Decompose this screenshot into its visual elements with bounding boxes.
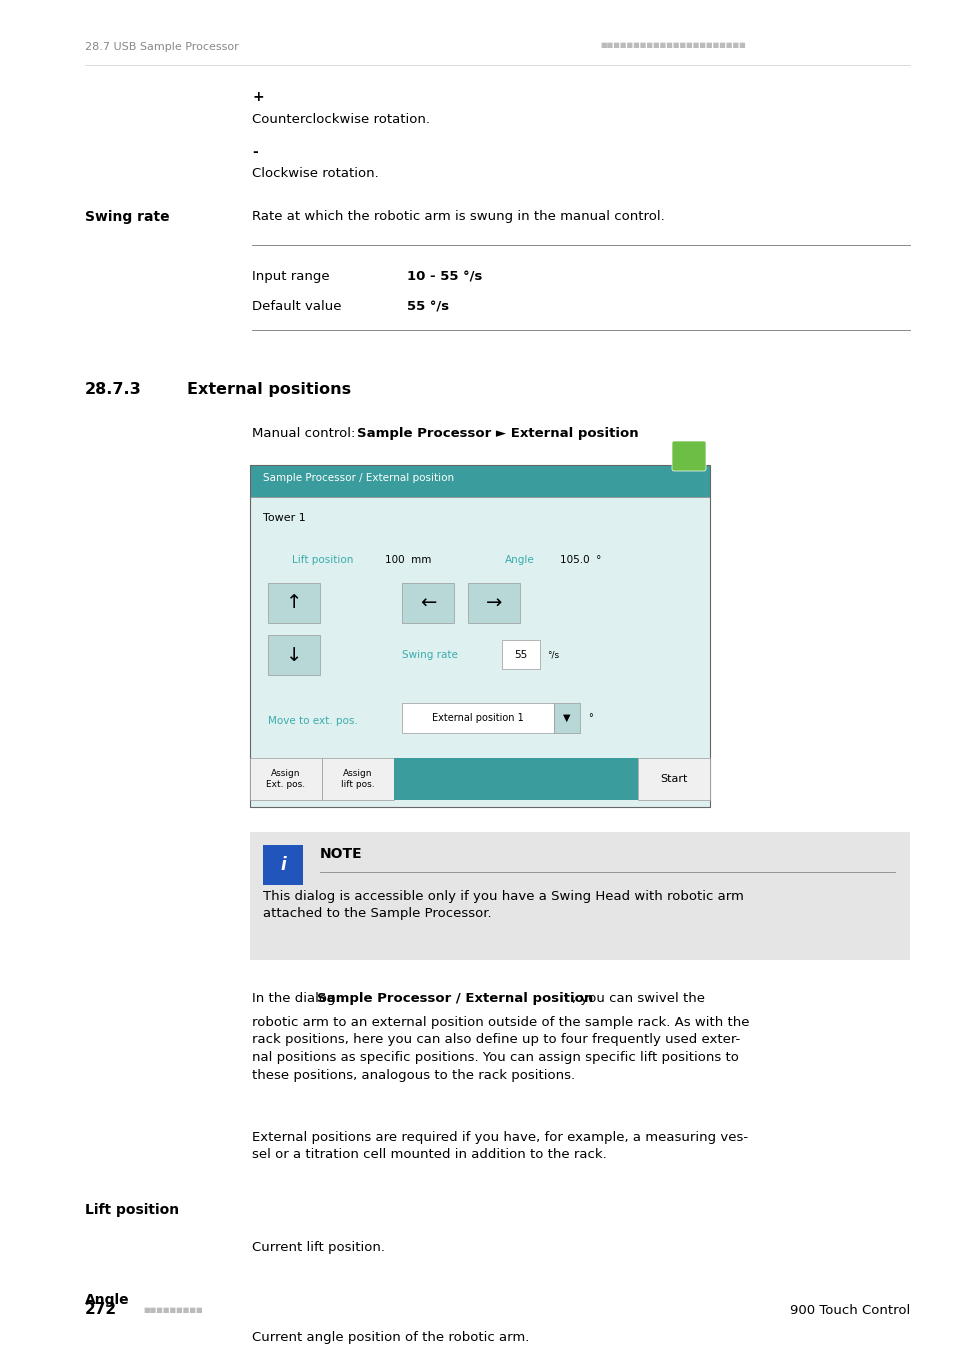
Text: ↑: ↑ (286, 594, 302, 613)
FancyBboxPatch shape (554, 703, 579, 733)
Text: Swing rate: Swing rate (85, 211, 170, 224)
Text: Move to ext. pos.: Move to ext. pos. (268, 716, 357, 726)
FancyBboxPatch shape (638, 757, 709, 801)
FancyBboxPatch shape (671, 441, 705, 471)
Text: -: - (252, 144, 257, 159)
Text: i: i (280, 856, 286, 873)
FancyBboxPatch shape (401, 703, 554, 733)
FancyBboxPatch shape (401, 583, 454, 622)
Text: Manual control:: Manual control: (252, 427, 359, 440)
Text: 55 °/s: 55 °/s (407, 300, 449, 313)
Text: Assign
Ext. pos.: Assign Ext. pos. (266, 769, 305, 788)
Text: ■■■■■■■■■■■■■■■■■■■■■■: ■■■■■■■■■■■■■■■■■■■■■■ (599, 42, 745, 49)
Text: Current lift position.: Current lift position. (252, 1241, 385, 1254)
Text: °/s: °/s (546, 651, 558, 660)
Text: +: + (252, 90, 263, 104)
Text: Start: Start (659, 774, 687, 784)
Text: Swing rate: Swing rate (401, 649, 457, 660)
FancyBboxPatch shape (268, 634, 319, 675)
Text: Rate at which the robotic arm is swung in the manual control.: Rate at which the robotic arm is swung i… (252, 211, 664, 223)
Text: Angle: Angle (85, 1293, 130, 1307)
Text: 105.0  °: 105.0 ° (559, 555, 600, 566)
Text: 55: 55 (514, 649, 527, 660)
Text: °: ° (587, 713, 592, 724)
Text: robotic arm to an external position outside of the sample rack. As with the
rack: robotic arm to an external position outs… (252, 1017, 749, 1081)
Text: This dialog is accessible only if you have a Swing Head with robotic arm
attache: This dialog is accessible only if you ha… (263, 890, 743, 919)
Text: Lift position: Lift position (85, 1203, 179, 1216)
Text: Sample Processor / External position: Sample Processor / External position (316, 992, 593, 1004)
Text: ↓: ↓ (286, 645, 302, 664)
FancyBboxPatch shape (250, 832, 909, 960)
Text: Counterclockwise rotation.: Counterclockwise rotation. (252, 113, 430, 126)
FancyBboxPatch shape (250, 757, 322, 801)
Text: 10 - 55 °/s: 10 - 55 °/s (407, 270, 482, 284)
Text: NOTE: NOTE (319, 846, 362, 861)
Text: Current angle position of the robotic arm.: Current angle position of the robotic ar… (252, 1331, 529, 1345)
Text: Sample Processor ► External position: Sample Processor ► External position (356, 427, 638, 440)
Text: Tower 1: Tower 1 (263, 513, 305, 522)
FancyBboxPatch shape (501, 640, 539, 670)
FancyBboxPatch shape (322, 757, 394, 801)
Text: External position 1: External position 1 (432, 713, 523, 724)
Text: ■■■■■■■■■: ■■■■■■■■■ (143, 1307, 202, 1314)
Text: 28.7.3: 28.7.3 (85, 382, 142, 397)
Text: Sample Processor / External position: Sample Processor / External position (263, 472, 454, 483)
Text: In the dialog: In the dialog (252, 992, 339, 1004)
FancyBboxPatch shape (250, 497, 709, 807)
FancyBboxPatch shape (468, 583, 519, 622)
Text: , you can swivel the: , you can swivel the (572, 992, 704, 1004)
Text: Angle: Angle (504, 555, 535, 566)
Text: 28.7 USB Sample Processor: 28.7 USB Sample Processor (85, 42, 238, 53)
FancyBboxPatch shape (250, 464, 709, 497)
FancyBboxPatch shape (394, 757, 638, 801)
Text: External positions are required if you have, for example, a measuring ves-
sel o: External positions are required if you h… (252, 1131, 747, 1161)
Text: 272: 272 (85, 1303, 117, 1318)
Text: →: → (485, 594, 501, 613)
Text: Lift position: Lift position (292, 555, 353, 566)
Text: Assign
lift pos.: Assign lift pos. (341, 769, 375, 788)
Text: ▼: ▼ (562, 713, 570, 724)
Text: 900 Touch Control: 900 Touch Control (789, 1304, 909, 1316)
FancyBboxPatch shape (268, 583, 319, 622)
Text: Default value: Default value (252, 300, 341, 313)
Text: Clockwise rotation.: Clockwise rotation. (252, 167, 378, 180)
FancyBboxPatch shape (263, 845, 303, 886)
Text: 100  mm: 100 mm (385, 555, 431, 566)
Text: External positions: External positions (187, 382, 351, 397)
Text: Input range: Input range (252, 270, 330, 284)
Text: ←: ← (419, 594, 436, 613)
